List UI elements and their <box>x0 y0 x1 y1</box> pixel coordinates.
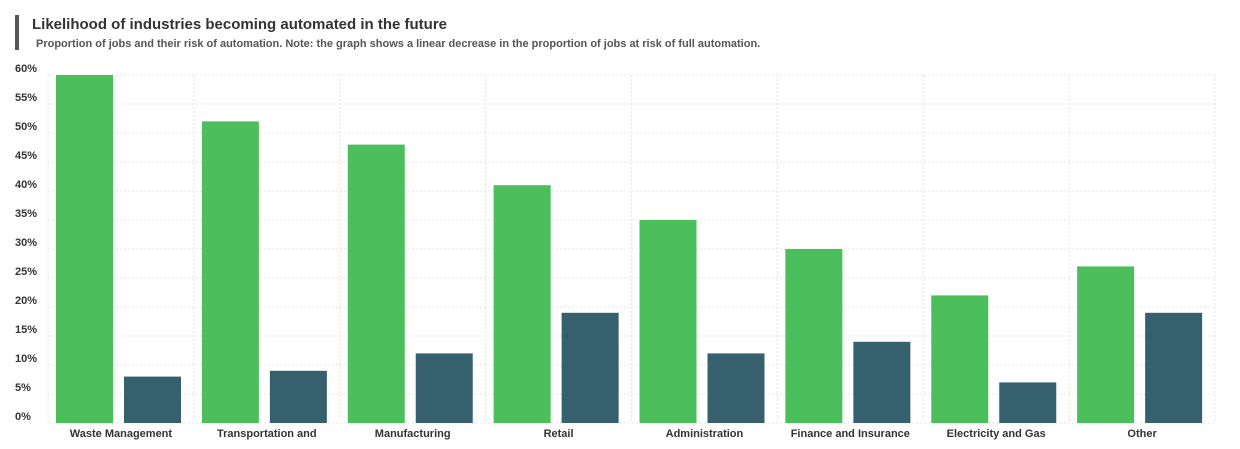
y-tick-label: 0% <box>15 411 31 423</box>
x-tick-label: Administration <box>666 428 744 440</box>
bar <box>931 295 989 423</box>
y-tick-label: 25% <box>15 266 37 278</box>
title-accent <box>15 15 19 50</box>
y-tick-label: 5% <box>15 382 31 394</box>
y-tick-label: 15% <box>15 324 37 336</box>
y-tick-label: 55% <box>15 92 37 104</box>
x-tick-label: Other <box>1127 428 1157 440</box>
bar <box>707 353 765 423</box>
chart-subtitle: Proportion of jobs and their risk of aut… <box>36 38 760 50</box>
bar <box>56 75 113 423</box>
bar <box>561 312 619 423</box>
y-tick-label: 30% <box>15 237 37 249</box>
bar <box>269 370 327 423</box>
bar <box>853 341 911 423</box>
bar <box>201 121 259 424</box>
bar <box>124 376 181 423</box>
x-tick-label: Electricity and Gas <box>947 428 1046 440</box>
y-tick-label: 60% <box>15 63 37 75</box>
y-tick-label: 45% <box>15 150 37 162</box>
chart-title: Likelihood of industries becoming automa… <box>32 16 447 33</box>
y-tick-label: 50% <box>15 121 37 133</box>
bar <box>347 144 405 423</box>
x-tick-label: Finance and Insurance <box>791 428 910 440</box>
x-tick-label: Transportation and <box>217 428 317 440</box>
y-tick-label: 35% <box>15 208 37 220</box>
bar <box>639 220 697 423</box>
bar <box>785 249 843 423</box>
y-tick-label: 20% <box>15 295 37 307</box>
bar <box>1145 312 1203 423</box>
bar <box>1077 266 1135 423</box>
y-tick-label: 40% <box>15 179 37 191</box>
x-tick-label: Retail <box>544 428 574 440</box>
x-tick-label: Manufacturing <box>375 428 451 440</box>
bar <box>415 353 473 423</box>
bar <box>999 382 1057 423</box>
y-tick-label: 10% <box>15 353 37 365</box>
bar <box>493 185 551 423</box>
x-tick-label: Waste Management <box>70 428 173 440</box>
